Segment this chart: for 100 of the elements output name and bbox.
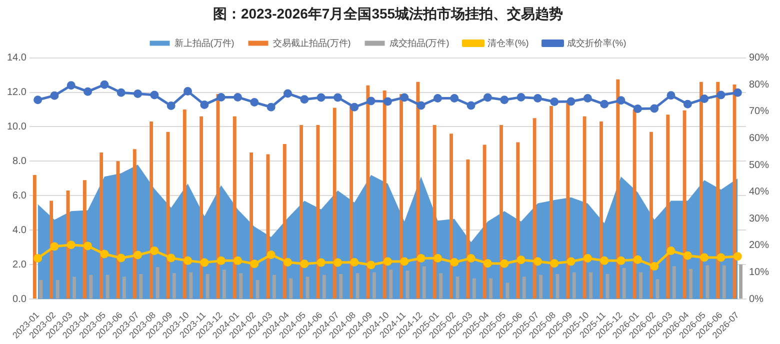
point <box>350 258 359 267</box>
point <box>516 92 526 102</box>
point <box>466 101 476 110</box>
point <box>66 81 76 90</box>
y-tick-label: 0.0 <box>12 294 27 305</box>
legend-label: 成交拍品(万件) <box>389 38 450 48</box>
bar <box>156 267 160 299</box>
point <box>34 96 42 104</box>
bar <box>716 82 720 299</box>
point <box>733 252 742 261</box>
y-tick-label: 12.0 <box>6 87 27 98</box>
point <box>716 253 726 262</box>
point <box>416 254 426 263</box>
point <box>266 102 276 112</box>
bar <box>572 272 576 299</box>
legend-label: 新上拍品(万件) <box>174 38 234 48</box>
bar <box>550 106 553 299</box>
point <box>483 93 492 102</box>
point <box>533 257 542 266</box>
y2-tick-label: 90% <box>748 52 770 64</box>
bar <box>306 276 310 299</box>
point <box>333 93 342 102</box>
point <box>383 257 392 266</box>
point <box>566 257 576 266</box>
bar <box>222 270 226 299</box>
bar <box>289 278 293 299</box>
bar <box>689 268 693 299</box>
point <box>416 101 426 110</box>
point <box>450 94 459 103</box>
y2-tick-label: 30% <box>748 213 770 224</box>
bar <box>532 118 536 299</box>
y2-tick-label: 40% <box>748 186 770 198</box>
bar <box>589 272 593 299</box>
bar <box>282 144 286 299</box>
bar <box>466 159 470 299</box>
bar <box>172 273 176 299</box>
bar <box>239 273 243 299</box>
bar <box>139 274 143 299</box>
bar <box>100 152 104 299</box>
bar <box>450 134 453 299</box>
point <box>116 88 126 97</box>
point <box>516 256 526 264</box>
bar <box>39 280 43 299</box>
bar <box>50 200 54 299</box>
y2-tick-label: 10% <box>748 266 770 278</box>
point <box>666 91 676 100</box>
point <box>366 260 376 270</box>
point <box>500 259 509 268</box>
y-tick-label: 14.0 <box>6 52 27 64</box>
bar <box>400 94 403 299</box>
point <box>166 254 176 262</box>
bar <box>616 79 620 299</box>
point <box>100 250 109 258</box>
bar <box>682 110 686 299</box>
point <box>583 254 592 263</box>
legend-label: 清仓率(%) <box>488 38 529 48</box>
point <box>300 95 309 104</box>
bar <box>539 274 543 299</box>
bar <box>300 124 303 299</box>
bar <box>489 278 493 299</box>
bar <box>266 154 270 299</box>
bar <box>189 272 193 299</box>
bar <box>56 280 60 299</box>
y2-tick-label: 70% <box>748 106 770 118</box>
point <box>550 98 559 106</box>
bar <box>416 82 420 299</box>
point <box>433 254 442 263</box>
y2-tick-label: 80% <box>748 79 770 90</box>
bar <box>72 276 76 299</box>
point <box>283 89 292 98</box>
point <box>683 100 692 108</box>
point <box>550 259 559 268</box>
point <box>166 102 176 110</box>
bar <box>350 106 353 299</box>
bar <box>382 90 386 299</box>
point <box>216 256 226 265</box>
point <box>200 100 209 109</box>
point <box>283 258 292 267</box>
bar <box>256 280 260 299</box>
bar <box>482 144 486 299</box>
bar <box>389 270 393 299</box>
point <box>483 259 492 268</box>
bar <box>182 109 186 299</box>
bar <box>500 124 503 299</box>
y2-tick-label: 60% <box>748 132 770 144</box>
point <box>650 104 659 113</box>
bar <box>332 108 336 299</box>
point <box>583 94 592 103</box>
point <box>116 254 126 262</box>
bar <box>232 116 236 299</box>
bar <box>122 276 126 299</box>
y-tick-label: 4.0 <box>12 224 27 236</box>
point <box>134 250 142 260</box>
bar <box>582 116 586 299</box>
point <box>616 96 626 105</box>
point <box>433 94 442 103</box>
bar <box>622 268 626 299</box>
point <box>500 96 509 104</box>
point <box>100 80 109 89</box>
bar <box>516 142 520 299</box>
